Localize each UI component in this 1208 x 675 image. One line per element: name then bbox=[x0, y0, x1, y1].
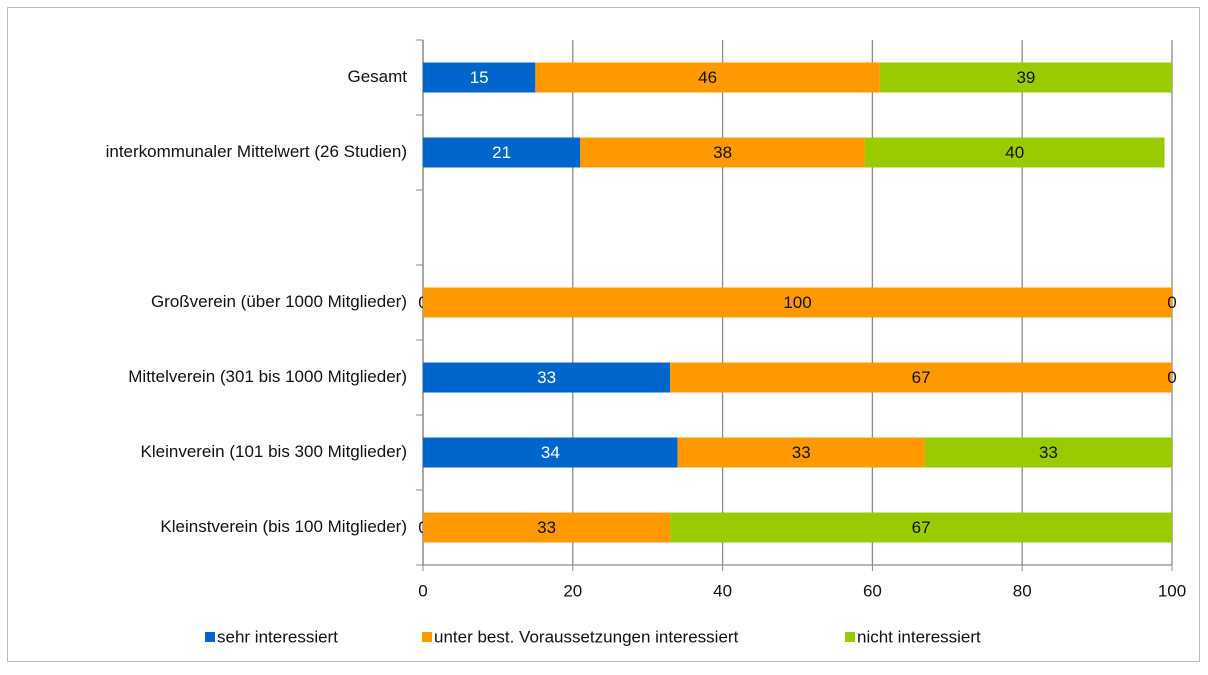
bar-segment bbox=[423, 512, 671, 543]
legend-label: sehr interessiert bbox=[217, 627, 338, 646]
legend-swatch bbox=[845, 632, 855, 642]
bar-segment bbox=[423, 362, 671, 393]
data-label: 33 bbox=[792, 443, 811, 462]
y-tick-label: Gesamt bbox=[347, 67, 407, 86]
data-label: 33 bbox=[537, 368, 556, 387]
legend-label: nicht interessiert bbox=[857, 627, 981, 646]
bar-segment bbox=[864, 137, 1165, 168]
bar-segment bbox=[423, 437, 678, 468]
bar-segment bbox=[670, 512, 1172, 543]
data-label: 0 bbox=[1167, 368, 1176, 387]
data-label: 39 bbox=[1016, 68, 1035, 87]
y-tick-label: Mittelverein (301 bis 1000 Mitglieder) bbox=[128, 367, 407, 386]
bar-segment bbox=[535, 62, 880, 93]
data-label: 46 bbox=[698, 68, 717, 87]
data-label: 15 bbox=[470, 68, 489, 87]
x-tick-label: 80 bbox=[1013, 581, 1032, 600]
legend-label: unter best. Voraussetzungen interessiert bbox=[434, 627, 739, 646]
x-tick-label: 20 bbox=[563, 581, 582, 600]
data-label: 33 bbox=[537, 518, 556, 537]
data-label: 67 bbox=[912, 518, 931, 537]
bar-segment bbox=[423, 287, 1172, 318]
data-label: 67 bbox=[912, 368, 931, 387]
chart-border bbox=[7, 7, 1200, 662]
y-tick-label: Kleinverein (101 bis 300 Mitglieder) bbox=[141, 442, 407, 461]
x-tick-label: 60 bbox=[863, 581, 882, 600]
bar-segment bbox=[924, 437, 1172, 468]
bar-segment bbox=[677, 437, 925, 468]
bar-segment bbox=[423, 62, 536, 93]
y-tick-label: interkommunaler Mittelwert (26 Studien) bbox=[106, 142, 407, 161]
y-tick-label: Kleinstverein (bis 100 Mitglieder) bbox=[160, 517, 407, 536]
data-label: 34 bbox=[541, 443, 560, 462]
data-label: 100 bbox=[783, 293, 811, 312]
x-tick-label: 0 bbox=[418, 581, 427, 600]
data-label: 38 bbox=[713, 143, 732, 162]
x-tick-label: 40 bbox=[713, 581, 732, 600]
bar-segment bbox=[423, 137, 581, 168]
data-label: 33 bbox=[1039, 443, 1058, 462]
y-tick-label: Großverein (über 1000 Mitglieder) bbox=[151, 292, 407, 311]
legend-swatch bbox=[205, 632, 215, 642]
bar-segment bbox=[580, 137, 865, 168]
x-tick-label: 100 bbox=[1158, 581, 1186, 600]
data-label: 21 bbox=[492, 143, 511, 162]
legend-swatch bbox=[422, 632, 432, 642]
data-label: 0 bbox=[1167, 293, 1176, 312]
data-label: 40 bbox=[1005, 143, 1024, 162]
bar-segment bbox=[670, 362, 1172, 393]
bar-segment bbox=[879, 62, 1172, 93]
